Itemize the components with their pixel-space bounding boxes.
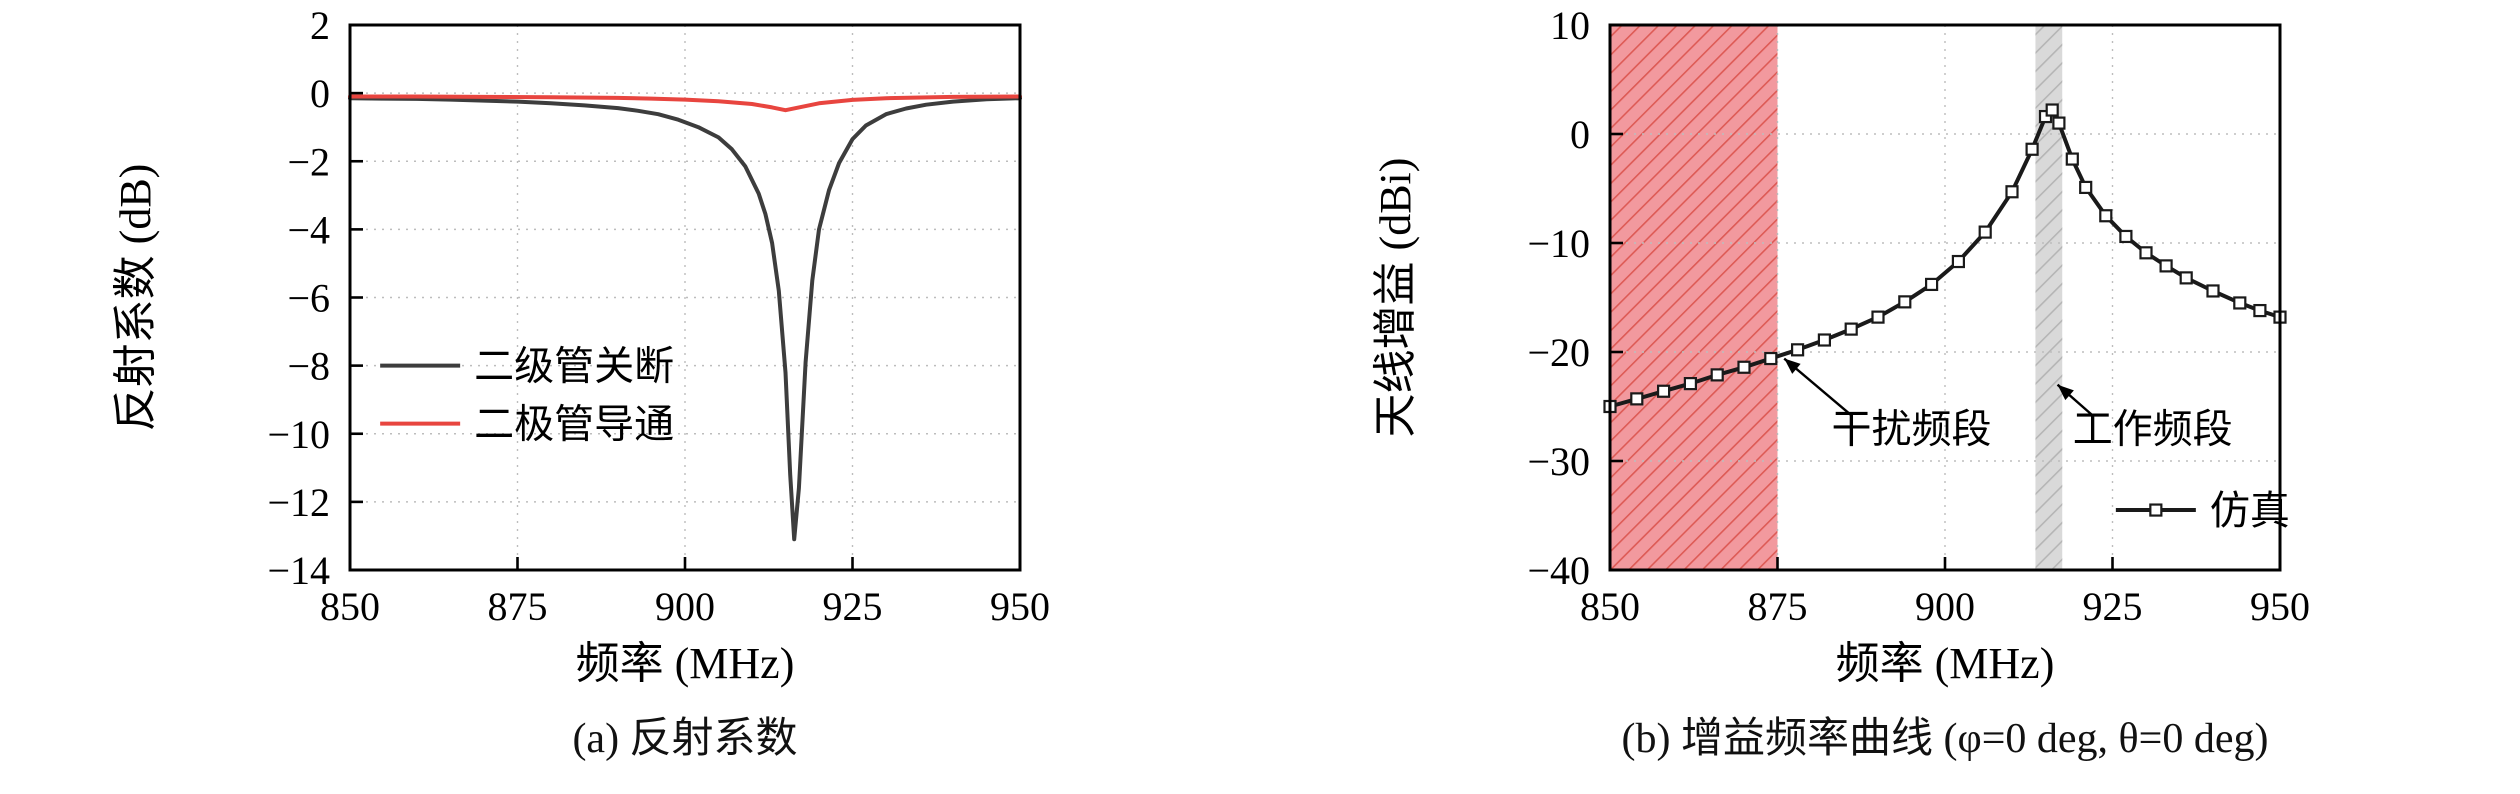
reflection-coefficient-chart: 850 875 900 925 950 2 0 −2 −4 −6 −8 −10 −12 −14 频率 (MH…	[111, 3, 1050, 688]
legend-label: 二级管关断	[474, 344, 674, 389]
svg-text:−10: −10	[1527, 221, 1590, 266]
svg-text:900: 900	[655, 584, 715, 629]
svg-text:0: 0	[1570, 112, 1590, 157]
svg-text:−6: −6	[287, 276, 330, 321]
annotation: 工作频段	[2056, 383, 2233, 451]
x-axis-label: 频率 (MHz)	[576, 639, 795, 688]
y-axis-label: 天线增益 (dBi)	[1371, 158, 1420, 438]
svg-text:875: 875	[1748, 584, 1808, 629]
svg-text:0: 0	[310, 71, 330, 116]
svg-text:−10: −10	[267, 412, 330, 457]
legend: 仿真	[2115, 488, 2290, 533]
svg-text:−12: −12	[267, 480, 330, 525]
tick-labels: 850 875 900 925 950 2 0 −2 −4 −6 −8 −10 −12 −14	[267, 3, 1050, 629]
figure-a-caption: (a) 反射系数	[572, 716, 798, 762]
legend-label: 仿真	[2210, 488, 2290, 533]
svg-text:925: 925	[823, 584, 883, 629]
annotation-arrowhead	[1784, 358, 1801, 374]
figure-b: 850 875 900 925 950 10 0 −10 −20 −30 −40 频率 (MHz) 天线…	[1260, 0, 2520, 794]
series-line	[348, 96, 1022, 542]
axis-ticks	[348, 23, 1022, 572]
highlight-band	[1610, 25, 1778, 570]
gridlines	[350, 25, 1020, 570]
svg-text:950: 950	[2250, 584, 2310, 629]
axis-ticks	[1608, 23, 2282, 572]
antenna-gain-chart: 850 875 900 925 950 10 0 −10 −20 −30 −40 频率 (MHz) 天线…	[1371, 3, 2310, 688]
svg-text:−40: −40	[1527, 548, 1590, 593]
svg-text:850: 850	[320, 584, 380, 629]
gridlines	[1610, 25, 2280, 570]
svg-text:2: 2	[310, 3, 330, 48]
series-line	[348, 94, 1022, 113]
svg-text:850: 850	[1580, 584, 1640, 629]
tick-labels: 850 875 900 925 950 10 0 −10 −20 −30 −40	[1527, 3, 2310, 629]
svg-text:−20: −20	[1527, 330, 1590, 375]
annotation-label: 干扰频段	[1832, 406, 1992, 451]
svg-text:10: 10	[1550, 3, 1590, 48]
figure-a: 850 875 900 925 950 2 0 −2 −4 −6 −8 −10 −12 −14 频率 (MH…	[111, 3, 1050, 762]
x-axis-label: 频率 (MHz)	[1836, 639, 2055, 688]
svg-text:−14: −14	[267, 548, 330, 593]
svg-text:−30: −30	[1527, 439, 1590, 484]
svg-text:925: 925	[2083, 584, 2143, 629]
series-markers	[1603, 103, 2287, 414]
annotation-arrowhead	[2057, 384, 2074, 401]
annotation: 干扰频段	[1783, 357, 1992, 451]
svg-text:900: 900	[1915, 584, 1975, 629]
svg-text:−8: −8	[287, 344, 330, 389]
legend-label: 二极管导通	[474, 402, 674, 447]
svg-text:950: 950	[990, 584, 1050, 629]
y-axis-label: 反射系数 (dB)	[111, 164, 160, 432]
figure-b-caption: (b) 增益频率曲线 (φ=0 deg, θ=0 deg)	[1621, 716, 2269, 762]
svg-text:−4: −4	[287, 207, 330, 252]
annotation-label: 工作频段	[2073, 406, 2233, 451]
svg-text:875: 875	[488, 584, 548, 629]
svg-text:−2: −2	[287, 139, 330, 184]
